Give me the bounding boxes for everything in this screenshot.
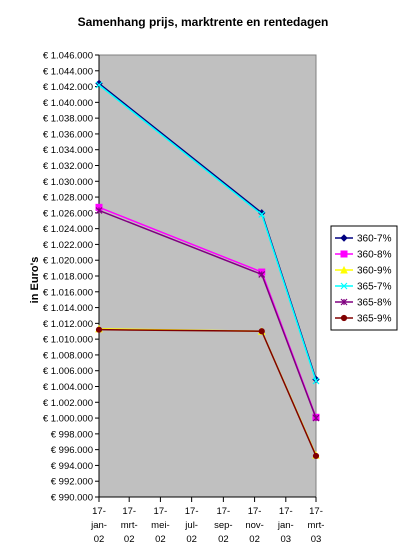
x-tick-label: 17-mei-02 bbox=[151, 506, 169, 545]
y-tick-label: € 1.002.000 bbox=[43, 398, 93, 409]
y-tick-label: € 1.006.000 bbox=[43, 366, 93, 377]
marker-asterisk bbox=[312, 414, 320, 422]
x-tick-label: 17-mrt-03 bbox=[308, 506, 325, 545]
y-tick-label: € 1.022.000 bbox=[43, 240, 93, 251]
x-tick-label: 17-jul-02 bbox=[184, 506, 198, 545]
y-tick-label: € 990.000 bbox=[51, 493, 93, 504]
x-tick-label: 17-jan-03 bbox=[277, 506, 294, 545]
y-tick-label: € 1.014.000 bbox=[43, 303, 93, 314]
y-tick-label: € 996.000 bbox=[51, 445, 93, 456]
series-365-8pct bbox=[95, 207, 320, 422]
series-lines bbox=[95, 79, 320, 460]
y-tick-label: € 1.004.000 bbox=[43, 382, 93, 393]
y-axis: € 990.000 € 992.000 € 994.000 € 996.000 € 99… bbox=[43, 51, 100, 504]
marker-asterisk bbox=[95, 207, 103, 214]
x-axis: 17-jan-02 17-mrt-02 17-mei-02 17-jul-02 17-s… bbox=[90, 496, 325, 545]
y-tick-label: € 1.026.000 bbox=[43, 208, 93, 219]
y-tick-label: € 1.028.000 bbox=[43, 193, 93, 204]
marker-x bbox=[258, 211, 266, 218]
x-tick-label: 17-sep-02 bbox=[214, 506, 232, 545]
chart-title: Samenhang prijs, marktrente en rentedage… bbox=[78, 15, 329, 29]
series-365-7pct bbox=[95, 81, 320, 385]
y-tick-label: € 998.000 bbox=[51, 429, 93, 440]
marker-circle bbox=[340, 314, 348, 322]
y-tick-label: € 1.032.000 bbox=[43, 161, 93, 172]
legend-item: 365-8% bbox=[335, 298, 392, 309]
series-365-9pct bbox=[95, 326, 320, 460]
legend-box bbox=[330, 225, 398, 331]
marker-asterisk bbox=[258, 270, 266, 278]
y-tick-label: € 1.030.000 bbox=[43, 177, 93, 188]
legend-label: 360-7% bbox=[357, 234, 392, 245]
legend-label: 365-9% bbox=[357, 314, 392, 325]
y-tick-label: € 1.008.000 bbox=[43, 350, 93, 361]
legend-label: 365-7% bbox=[357, 282, 392, 293]
marker-diamond bbox=[340, 234, 348, 242]
legend-label: 365-8% bbox=[357, 298, 392, 309]
y-tick-label: € 1.034.000 bbox=[43, 145, 93, 156]
y-tick-label: € 1.036.000 bbox=[43, 129, 93, 140]
legend-item: 360-9% bbox=[335, 266, 392, 277]
y-tick-label: € 1.018.000 bbox=[43, 272, 93, 283]
marker-square bbox=[340, 250, 348, 258]
marker-x bbox=[95, 81, 103, 89]
marker-triangle bbox=[340, 265, 348, 274]
plot-area bbox=[98, 54, 317, 498]
legend-item: 360-7% bbox=[335, 234, 392, 245]
y-tick-label: € 1.044.000 bbox=[43, 66, 93, 77]
y-tick-label: € 1.000.000 bbox=[43, 414, 93, 425]
x-tick-label: 17-nov-02 bbox=[245, 506, 263, 545]
marker-circle bbox=[95, 326, 103, 333]
y-tick-label: € 1.012.000 bbox=[43, 319, 93, 330]
legend: 360-7% 360-8% 360-9% 365-7% 365-8% 365-9% bbox=[330, 225, 398, 331]
y-axis-label: in Euro's bbox=[29, 257, 41, 304]
legend-label: 360-9% bbox=[357, 266, 392, 277]
y-tick-label: € 1.042.000 bbox=[43, 82, 93, 93]
y-tick-label: € 1.020.000 bbox=[43, 256, 93, 267]
y-tick-label: € 1.024.000 bbox=[43, 224, 93, 235]
legend-item: 365-7% bbox=[335, 282, 392, 293]
legend-item: 360-8% bbox=[335, 250, 392, 261]
y-tick-label: € 992.000 bbox=[51, 477, 93, 488]
x-tick-label: 17-jan-02 bbox=[90, 506, 107, 545]
y-tick-label: € 1.038.000 bbox=[43, 114, 93, 125]
y-tick-label: € 1.046.000 bbox=[43, 51, 93, 62]
x-tick-label: 17-mrt-02 bbox=[121, 506, 138, 545]
y-tick-label: € 994.000 bbox=[51, 461, 93, 472]
marker-circle bbox=[258, 328, 265, 335]
y-tick-label: € 1.016.000 bbox=[43, 287, 93, 298]
legend-label: 360-8% bbox=[357, 250, 392, 261]
marker-x bbox=[340, 282, 348, 290]
y-tick-label: € 1.010.000 bbox=[43, 335, 93, 346]
legend-item: 365-9% bbox=[335, 314, 392, 325]
marker-asterisk bbox=[340, 298, 348, 306]
marker-x bbox=[312, 377, 320, 385]
y-tick-label: € 1.040.000 bbox=[43, 98, 93, 109]
marker-circle bbox=[312, 452, 320, 460]
